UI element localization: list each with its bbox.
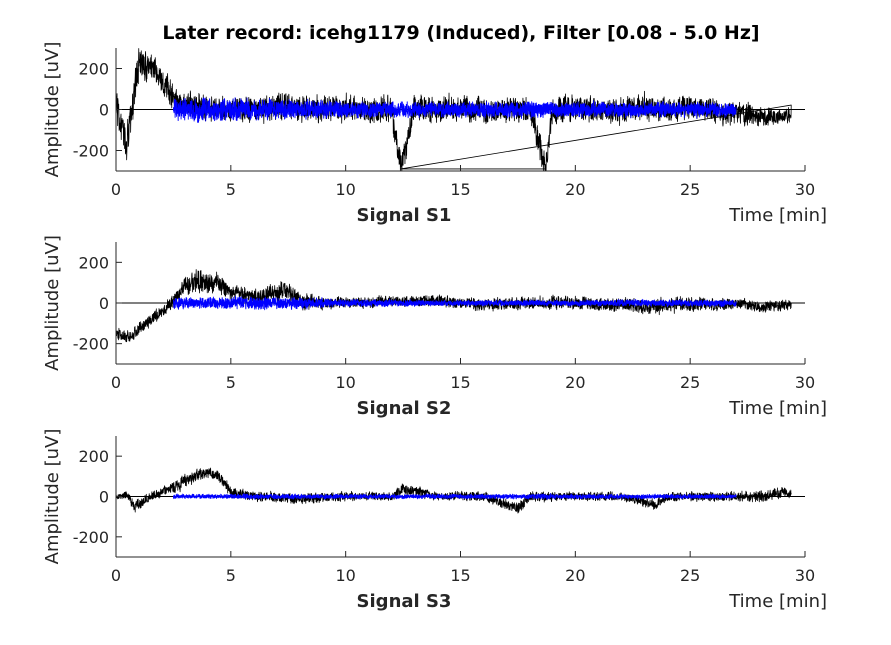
- subplot-title: Signal S2: [357, 398, 452, 419]
- y-tick-label: -200: [73, 335, 109, 354]
- figure-title: Later record: icehg1179 (Induced), Filte…: [162, 22, 759, 44]
- y-tick-label: -200: [73, 528, 109, 547]
- x-axis-label: Time [min]: [728, 205, 827, 226]
- segment-signal-trace: [172, 295, 737, 311]
- x-tick-label: 10: [335, 373, 355, 392]
- x-tick-label: 15: [450, 373, 470, 392]
- segment-signal-trace: [172, 97, 737, 123]
- subplot-title: Signal S3: [357, 591, 452, 612]
- x-tick-label: 15: [450, 180, 470, 199]
- y-tick-label: 200: [78, 253, 109, 272]
- x-tick-label: 10: [335, 180, 355, 199]
- x-axis-label: Time [min]: [728, 591, 827, 612]
- x-axis-label: Time [min]: [728, 398, 827, 419]
- x-tick-label: 5: [226, 373, 236, 392]
- y-tick-label: -200: [73, 142, 109, 161]
- subplot-title: Signal S1: [357, 205, 452, 226]
- x-tick-label: 25: [680, 373, 700, 392]
- y-axis-label: Amplitude [uV]: [42, 429, 63, 565]
- y-axis-label: Amplitude [uV]: [42, 42, 63, 178]
- x-tick-label: 30: [795, 373, 815, 392]
- y-tick-label: 0: [99, 488, 109, 507]
- x-tick-label: 20: [565, 180, 585, 199]
- x-tick-label: 0: [111, 180, 121, 199]
- x-tick-label: 0: [111, 373, 121, 392]
- segment-signal-trace: [172, 493, 737, 500]
- x-tick-label: 5: [226, 180, 236, 199]
- x-tick-label: 25: [680, 566, 700, 585]
- x-tick-label: 5: [226, 566, 236, 585]
- y-tick-label: 0: [99, 101, 109, 120]
- x-tick-label: 30: [795, 180, 815, 199]
- y-tick-label: 0: [99, 294, 109, 313]
- x-tick-label: 10: [335, 566, 355, 585]
- y-tick-label: 200: [78, 447, 109, 466]
- y-axis-label: Amplitude [uV]: [42, 235, 63, 371]
- x-tick-label: 15: [450, 566, 470, 585]
- x-tick-label: 0: [111, 566, 121, 585]
- y-tick-label: 200: [78, 60, 109, 79]
- x-tick-label: 25: [680, 180, 700, 199]
- x-tick-label: 30: [795, 566, 815, 585]
- x-tick-label: 20: [565, 566, 585, 585]
- x-tick-label: 20: [565, 373, 585, 392]
